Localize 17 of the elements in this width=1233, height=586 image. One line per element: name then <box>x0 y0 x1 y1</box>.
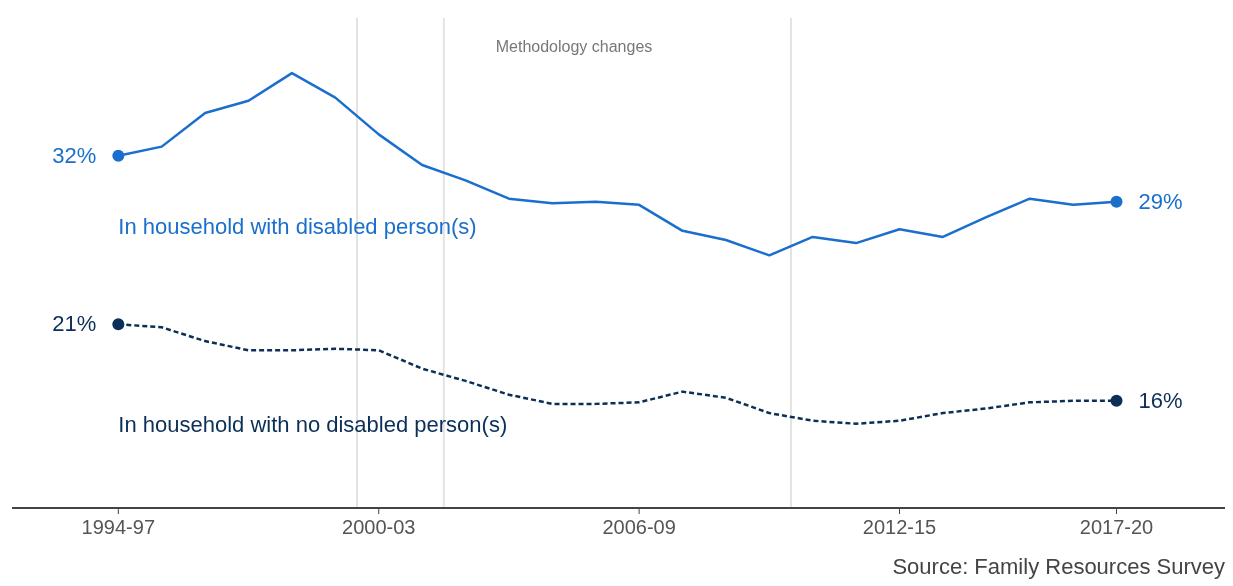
point <box>112 149 125 162</box>
point <box>1110 394 1123 407</box>
point <box>1110 195 1123 208</box>
annotation: Methodology changes <box>495 38 653 56</box>
series-label: In household with no disabled person(s) <box>118 412 508 439</box>
x-tick-label: 2000-03 <box>342 516 416 538</box>
point <box>112 318 125 331</box>
data-label: 29% <box>1138 188 1183 214</box>
x-tick-label: 2012-15 <box>862 516 937 538</box>
series-label: In household with disabled person(s) <box>118 213 477 240</box>
data-label: 32% <box>52 142 97 168</box>
source-note: Source: Family Resources Survey <box>892 554 1225 580</box>
data-label: 16% <box>1138 387 1183 413</box>
x-tick-label: 2006-09 <box>602 516 676 538</box>
x-tick-label: 1994-97 <box>81 516 156 538</box>
data-label: 21% <box>52 311 97 337</box>
x-tick-label: 2017-20 <box>1079 516 1154 538</box>
